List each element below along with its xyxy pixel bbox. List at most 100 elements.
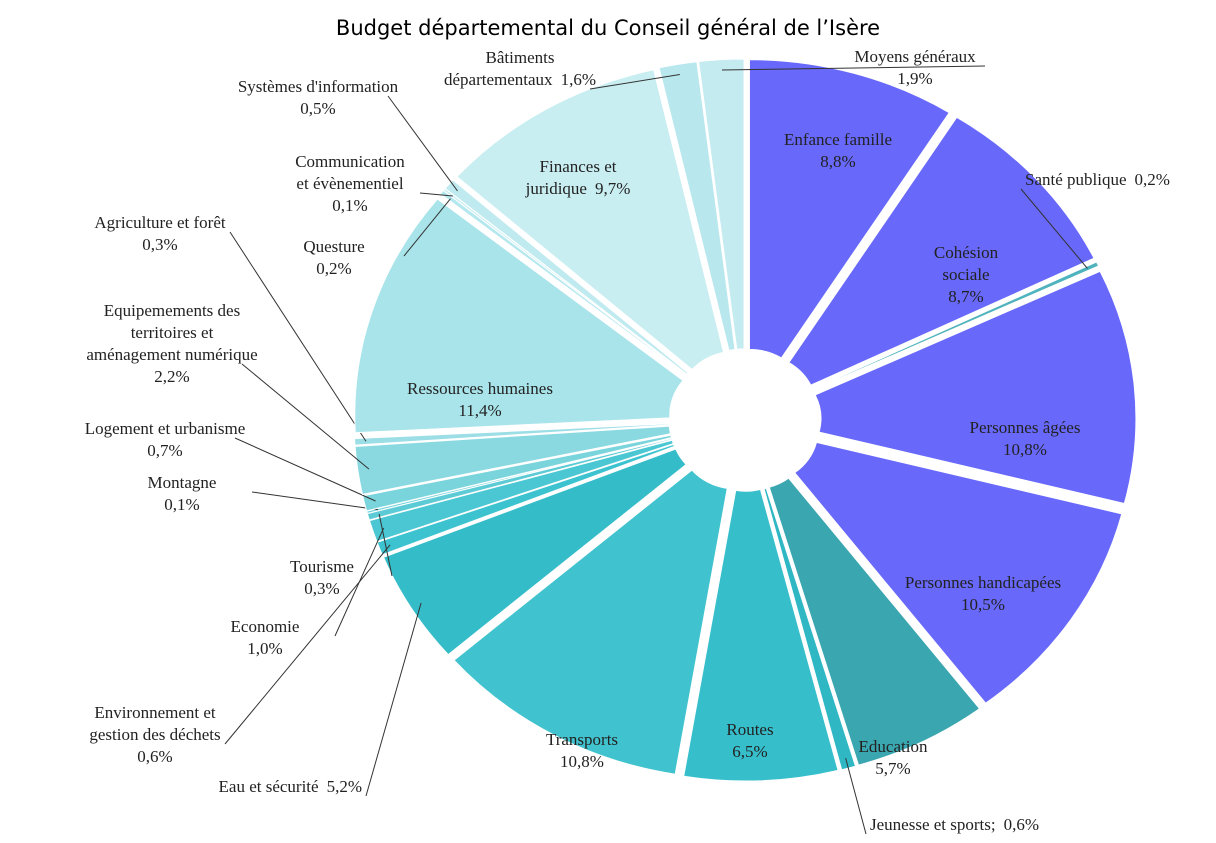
value-label: 10,8%: [560, 752, 604, 771]
leader-line: [378, 513, 393, 577]
slice-label: Finances et juridique 9,7%: [525, 157, 631, 198]
category-name: Cohésion sociale: [934, 243, 999, 284]
name-line: Cohésion: [934, 243, 999, 262]
value-label: 9,7%: [595, 179, 630, 198]
pie-slice: [658, 61, 736, 351]
name-line: Santé publique: [1025, 170, 1127, 189]
name-line: Communication: [295, 152, 405, 171]
leader-line: [224, 544, 391, 745]
leader-line: [387, 95, 458, 192]
name-line: Enfance famille: [784, 130, 892, 149]
pie-slice: [683, 488, 839, 782]
name-line: Finances et: [540, 157, 617, 176]
name-line: Environnement et: [94, 703, 216, 722]
value-label: 6,5%: [732, 742, 767, 761]
value-label: 0,7%: [147, 441, 182, 460]
pie-slice: [453, 469, 728, 775]
name-line: Education: [859, 737, 928, 756]
category-name: Jeunesse et sports;: [870, 815, 996, 834]
name-line: Transports: [546, 730, 618, 749]
leader-line: [1020, 188, 1088, 269]
pie-slice: [788, 116, 1095, 386]
category-name: Logement et urbanisme: [85, 419, 246, 438]
slice-label: Tourisme 0,3%: [290, 557, 354, 598]
value-label: 1,6%: [561, 70, 596, 89]
name-line: Ressources humaines: [407, 379, 553, 398]
name-line: départementaux: [444, 70, 553, 89]
name-line: juridique: [525, 179, 587, 198]
name-line: aménagement numérique: [86, 345, 257, 364]
pie-slice: [748, 59, 950, 359]
category-name: Agriculture et forêt: [94, 213, 225, 232]
name-line: et évènementiel: [296, 174, 403, 193]
slice-label: Bâtiments départementaux 1,6%: [444, 48, 596, 89]
name-line: Personnes handicapées: [905, 573, 1061, 592]
name-line: Routes: [726, 720, 773, 739]
pie-slice: [814, 270, 1137, 505]
name-line: Equipemements des: [104, 301, 240, 320]
value-label: 0,6%: [137, 747, 172, 766]
leader-line: [241, 363, 370, 470]
leader-line: [589, 74, 680, 90]
pie-slice: [354, 198, 684, 434]
slice-label: Transports 10,8%: [546, 730, 618, 771]
pie-slice: [382, 448, 687, 656]
leader-line: [845, 757, 867, 835]
category-name: Ressources humaines: [407, 379, 553, 398]
name-line: Economie: [231, 617, 300, 636]
name-line: Agriculture et forêt: [94, 213, 225, 232]
category-name: Enfance famille: [784, 130, 892, 149]
slice-label: Logement et urbanisme 0,7%: [85, 419, 246, 460]
name-line: gestion des déchets: [89, 725, 220, 744]
slice-label: Cohésion sociale 8,7%: [934, 243, 999, 306]
category-name: Communication et évènementiel: [295, 152, 405, 193]
name-line: Jeunesse et sports;: [870, 815, 996, 834]
category-name: Personnes âgées: [970, 418, 1081, 437]
category-name: Santé publique: [1025, 170, 1127, 189]
pie-slice: [368, 439, 674, 543]
value-label: 0,6%: [1004, 815, 1039, 834]
name-line: sociale: [942, 265, 989, 284]
category-name: Moyens généraux: [854, 47, 976, 66]
pie-slice: [362, 434, 673, 512]
category-name: Equipemements des territoires et aménageme…: [86, 301, 257, 364]
name-line: territoires et: [131, 323, 214, 342]
value-label: 1,0%: [247, 639, 282, 658]
value-label: 2,2%: [154, 367, 189, 386]
pie-slice: [793, 441, 1123, 704]
name-line: Personnes âgées: [970, 418, 1081, 437]
value-label: 0,2%: [1135, 170, 1170, 189]
value-label: 10,5%: [961, 595, 1005, 614]
category-name: Economie: [231, 617, 300, 636]
slice-label: Equipemements des territoires et aménageme…: [86, 301, 257, 386]
value-label: 5,7%: [875, 759, 910, 778]
pie-slice: [812, 261, 1100, 391]
pie-slice: [763, 487, 857, 771]
category-name: Finances et juridique: [525, 157, 617, 198]
value-label: 0,3%: [304, 579, 339, 598]
slice-label: Communication et évènementiel 0,1%: [295, 152, 405, 215]
pie-slice: [444, 179, 689, 375]
name-line: Logement et urbanisme: [85, 419, 246, 438]
name-line: Bâtiments: [486, 48, 555, 67]
name-line: Tourisme: [290, 557, 354, 576]
category-name: Transports: [546, 730, 618, 749]
value-label: 0,5%: [300, 99, 335, 118]
category-name: Routes: [726, 720, 773, 739]
pie-slice: [768, 477, 981, 766]
slice-label: Personnes âgées 10,8%: [970, 418, 1081, 459]
slice-label: Montagne 0,1%: [148, 473, 217, 514]
leader-line: [419, 192, 453, 197]
category-name: Systèmes d'information: [238, 77, 399, 96]
leader-line: [251, 491, 378, 511]
value-label: 8,7%: [948, 287, 983, 306]
value-label: 10,8%: [1003, 440, 1047, 459]
slice-label: Santé publique 0,2%: [1025, 170, 1170, 189]
name-line: Systèmes d'information: [238, 77, 399, 96]
slice-label: Enfance famille 8,8%: [784, 130, 892, 171]
value-label: 0,1%: [332, 196, 367, 215]
value-label: 0,2%: [316, 259, 351, 278]
leader-line: [229, 231, 367, 442]
chart-title: Budget départemental du Conseil général …: [336, 16, 880, 40]
